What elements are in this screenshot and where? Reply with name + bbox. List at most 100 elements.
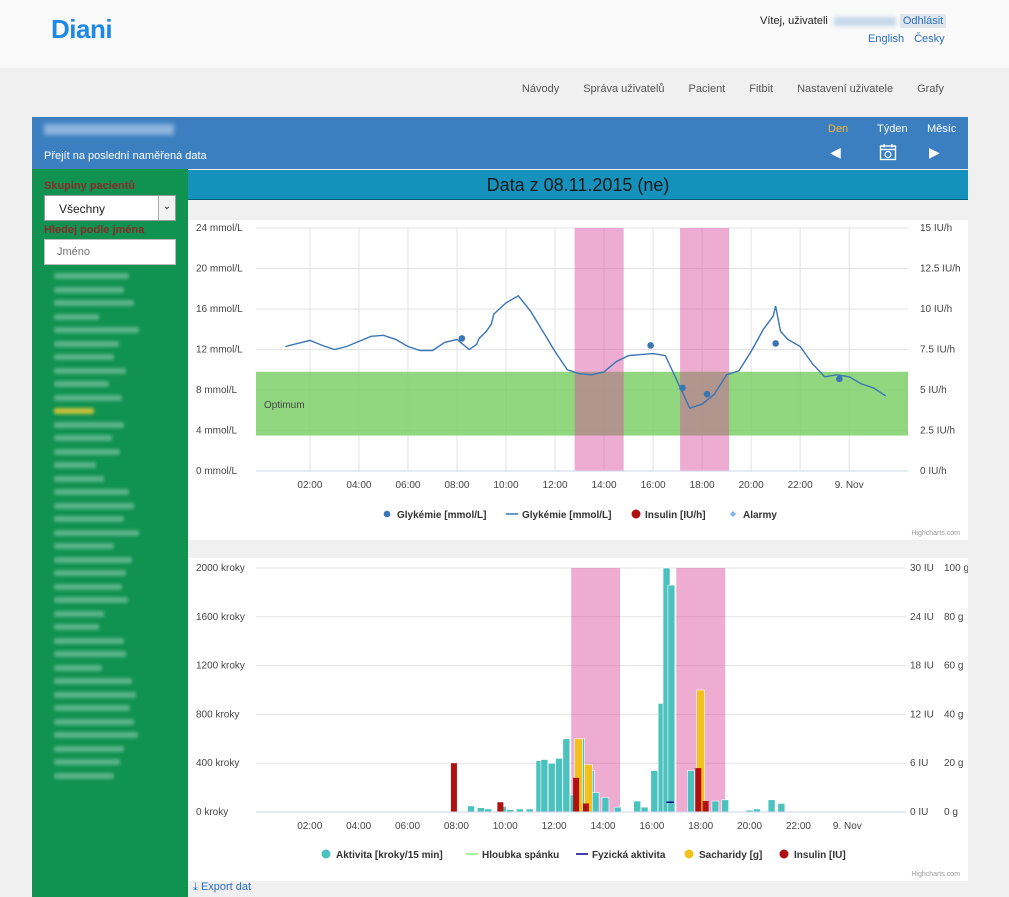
activity-bar — [667, 584, 676, 813]
patient-list-item[interactable] — [54, 772, 114, 779]
x-tick-label: 20:00 — [737, 821, 762, 832]
patient-list-item[interactable] — [54, 421, 124, 428]
name-search-input[interactable] — [44, 239, 176, 265]
patient-name-blurred — [44, 124, 174, 135]
patient-list-item[interactable] — [54, 718, 134, 725]
patient-list-item[interactable] — [54, 624, 99, 630]
next-arrow-icon[interactable]: ▶ — [929, 144, 940, 160]
patient-list-item[interactable] — [54, 394, 122, 401]
nav-item-navody[interactable]: Návody — [521, 83, 560, 95]
patient-list-item[interactable] — [54, 489, 129, 495]
legend-insulin: Insulin [IU] — [794, 850, 846, 861]
patient-list-item[interactable] — [54, 543, 114, 549]
patient-list-item[interactable] — [54, 354, 114, 360]
y-tick-label: 4 mmol/L — [196, 426, 238, 437]
y2-tick-label: 24 IU — [910, 612, 934, 623]
patient-list-item[interactable] — [54, 691, 136, 698]
patient-list-item[interactable] — [54, 610, 104, 617]
x-tick-label: 14:00 — [590, 821, 615, 832]
patient-list-item[interactable] — [54, 556, 132, 563]
activity-bar — [640, 806, 649, 813]
period-month[interactable]: Měsíc — [927, 123, 957, 135]
patient-list-item[interactable] — [54, 286, 124, 293]
period-day[interactable]: Den — [828, 123, 849, 135]
patient-list-item[interactable] — [54, 705, 130, 711]
period-week[interactable]: Týden — [877, 123, 908, 135]
glycemia-chart-svg: 02:00 04:00 06:00 08:00 10:00 12:00 14:00 16:00… — [188, 220, 968, 540]
y2-tick-label: 10 IU/h — [920, 304, 952, 315]
chart2-legend: Aktivita [kroky/15 min] Hloubka spánku Fyz… — [321, 849, 846, 861]
group-select[interactable]: Všechny ⌄ — [44, 195, 176, 221]
x-tick-label: 04:00 — [346, 821, 371, 832]
activity-chart-svg: 0 kroky 400 kroky 800 kroky 1200 kroky 1600 … — [188, 558, 969, 881]
x-tick-label: 12:00 — [542, 821, 567, 832]
patient-list-item[interactable] — [54, 462, 96, 468]
nav-item-grafy[interactable]: Grafy — [917, 83, 944, 95]
patient-list-item[interactable] — [54, 273, 129, 279]
export-link[interactable]: ⤓ Export dat — [193, 881, 251, 894]
patient-list-item[interactable] — [54, 408, 94, 414]
x-tick-label: 10:00 — [493, 480, 518, 491]
patient-list-item[interactable] — [54, 516, 124, 522]
patient-list-item[interactable] — [54, 435, 112, 441]
patient-list-item[interactable] — [54, 651, 126, 657]
y-tick-label: 800 kroky — [196, 709, 239, 720]
legend-alarm: Alarmy — [743, 510, 777, 521]
nav-item-sprava-uzivatelu[interactable]: Správa uživatelů — [583, 83, 665, 95]
prev-arrow-icon[interactable]: ◀ — [830, 144, 841, 160]
activity-bar — [711, 800, 720, 813]
meal-band — [574, 228, 624, 471]
patient-list-item[interactable] — [54, 340, 119, 347]
chevron-down-icon: ⌄ — [158, 196, 175, 220]
lang-english-link[interactable]: English — [868, 33, 905, 45]
lang-czech-link[interactable]: Česky — [914, 33, 945, 45]
x-tick-label: 20:00 — [739, 480, 764, 491]
legend-carbs-symbol — [684, 849, 694, 859]
nav-item-pacient[interactable]: Pacient — [688, 83, 726, 95]
legend-activity-symbol — [321, 849, 331, 859]
patient-list-item[interactable] — [54, 664, 102, 671]
x-tick-label: 18:00 — [690, 480, 715, 491]
patient-list-item[interactable] — [54, 300, 134, 306]
patient-list-item[interactable] — [54, 327, 139, 333]
patient-list-item[interactable] — [54, 759, 120, 765]
patient-list-item[interactable] — [54, 529, 139, 536]
last-data-link[interactable]: Přejít na poslední naměřená data — [44, 150, 207, 162]
x-tick-label: 12:00 — [543, 480, 568, 491]
patient-list-item[interactable] — [54, 637, 124, 644]
activity-bar — [687, 770, 695, 813]
y3-tick-label: 100 g — [944, 563, 968, 574]
calendar-icon[interactable] — [879, 143, 897, 164]
patient-list-item[interactable] — [54, 597, 128, 603]
patient-list-item[interactable] — [54, 732, 138, 738]
patient-sidebar: Skupiny pacientů Všechny ⌄ Hledej podle … — [32, 169, 188, 897]
x-tick-label: 16:00 — [639, 821, 664, 832]
patient-list-item[interactable] — [54, 381, 109, 387]
patient-list-item[interactable] — [54, 678, 132, 684]
x-tick-label: 18:00 — [688, 821, 713, 832]
patient-list-item[interactable] — [54, 583, 122, 590]
x-tick-label: 10:00 — [493, 821, 518, 832]
activity-bar — [613, 806, 622, 813]
app-logo[interactable]: Diani — [51, 14, 113, 44]
y-tick-label: 8 mmol/L — [196, 385, 238, 396]
legend-alarm-symbol — [730, 511, 736, 517]
patient-list-item[interactable] — [54, 367, 126, 374]
patient-list-item[interactable] — [54, 570, 126, 576]
nav-item-nastaveni[interactable]: Nastavení uživatele — [797, 83, 894, 95]
patient-list-item[interactable] — [54, 502, 134, 509]
y-tick-label: 0 mmol/L — [196, 466, 238, 477]
date-title: Data z 08.11.2015 (ne) — [486, 175, 670, 195]
y2-tick-label: 0 IU — [910, 807, 928, 818]
patient-list-item[interactable] — [54, 475, 104, 482]
patient-list-item[interactable] — [54, 745, 124, 752]
patient-list-item[interactable] — [54, 313, 99, 320]
patient-panel-header: Přejít na poslední naměřená data Den Týd… — [32, 117, 968, 169]
patient-list-item[interactable] — [54, 448, 120, 455]
glycemia-point — [458, 335, 466, 342]
y2-tick-label: 7.5 IU/h — [920, 345, 955, 356]
date-title-bar: Data z 08.11.2015 (ne) — [188, 170, 968, 200]
download-icon: ⤓ — [193, 881, 198, 893]
nav-item-fitbit[interactable]: Fitbit — [749, 83, 774, 95]
logout-link[interactable]: Odhlásit — [899, 14, 947, 28]
